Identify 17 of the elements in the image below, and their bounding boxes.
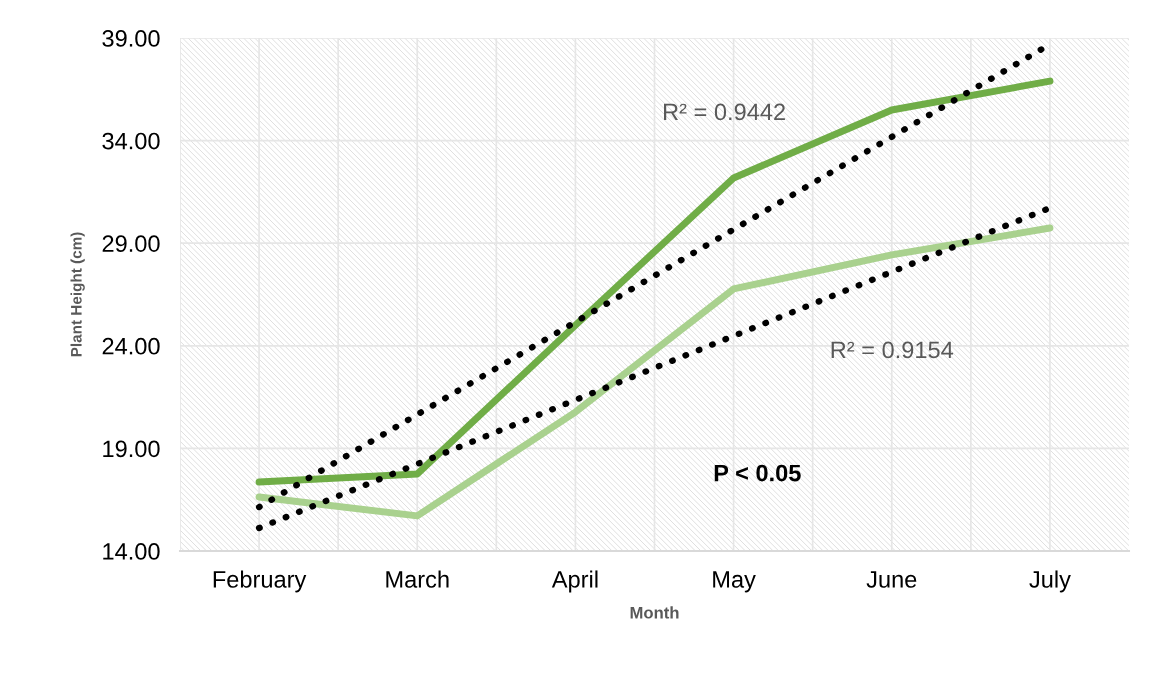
y-axis-title: Plant Height (cm) xyxy=(70,232,85,357)
x-tick-label: March xyxy=(386,570,449,588)
x-axis-title: Month xyxy=(630,606,679,619)
x-tick-label: July xyxy=(1029,570,1071,593)
y-tick-label: 29.00 xyxy=(102,235,160,252)
annotation: R² = 0.9442 xyxy=(664,103,785,121)
annotation: R² = 0.9154 xyxy=(831,341,954,359)
x-tick-label: June xyxy=(866,571,917,588)
y-tick-label: 34.00 xyxy=(102,132,160,150)
annotation: P < 0.05 xyxy=(714,464,801,482)
y-tick-label: 39.00 xyxy=(102,30,160,47)
y-tick-label: 24.00 xyxy=(102,337,160,355)
y-tick-label: 19.00 xyxy=(103,440,160,458)
x-tick-label: May xyxy=(713,571,756,593)
x-tick-label: February xyxy=(213,570,307,593)
y-tick-label: 14.00 xyxy=(103,543,160,560)
x-tick-label: April xyxy=(551,570,598,593)
